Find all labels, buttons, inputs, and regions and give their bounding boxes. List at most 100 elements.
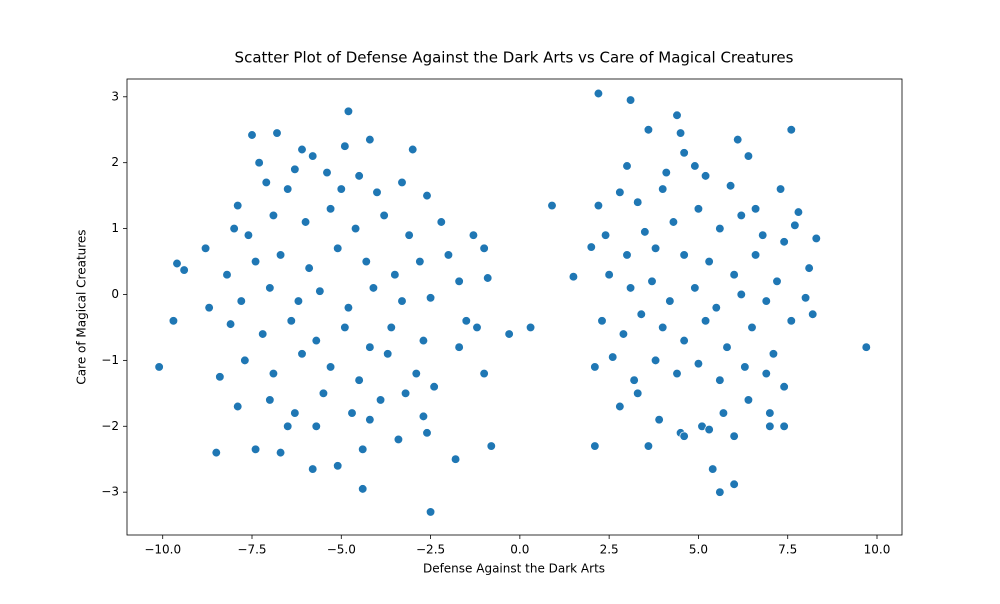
scatter-point bbox=[708, 464, 718, 474]
scatter-point bbox=[358, 444, 368, 454]
scatter-point bbox=[615, 401, 625, 412]
scatter-point bbox=[304, 263, 314, 273]
y-tick-label: 2 bbox=[111, 155, 119, 169]
scatter-point bbox=[290, 164, 300, 174]
scatter-point bbox=[654, 415, 664, 425]
scatter-point bbox=[633, 388, 643, 398]
scatter-point bbox=[265, 283, 275, 293]
y-tick-label: 3 bbox=[111, 89, 119, 103]
scatter-point bbox=[365, 342, 375, 352]
scatter-point bbox=[386, 322, 396, 333]
scatter-point bbox=[286, 316, 296, 326]
scatter-point bbox=[236, 296, 246, 306]
scatter-point bbox=[861, 342, 871, 352]
scatter-point bbox=[393, 434, 404, 445]
scatter-point bbox=[247, 130, 257, 140]
scatter-point bbox=[658, 184, 668, 194]
scatter-point bbox=[736, 210, 746, 221]
scatter-point bbox=[622, 161, 632, 171]
scatter-point bbox=[365, 134, 375, 145]
scatter-point bbox=[222, 270, 232, 280]
scatter-point bbox=[747, 322, 757, 333]
scatter-point bbox=[297, 144, 307, 155]
scatter-point bbox=[454, 342, 464, 352]
scatter-point bbox=[733, 134, 743, 145]
scatter-point bbox=[333, 243, 343, 254]
scatter-point bbox=[729, 431, 739, 441]
scatter-point bbox=[322, 167, 332, 178]
x-tick-label: −10.0 bbox=[144, 543, 181, 557]
scatter-point bbox=[743, 151, 754, 161]
scatter-point bbox=[547, 200, 557, 211]
scatter-point bbox=[275, 250, 286, 260]
scatter-point bbox=[272, 128, 282, 138]
scatter-point bbox=[397, 296, 407, 306]
x-tick-label: −7.5 bbox=[237, 543, 266, 557]
scatter-point bbox=[461, 316, 471, 326]
scatter-point bbox=[468, 230, 479, 240]
scatter-point bbox=[658, 322, 668, 333]
scatter-point bbox=[811, 233, 821, 244]
scatter-point bbox=[700, 171, 711, 181]
y-tick-label: −1 bbox=[101, 353, 119, 367]
scatter-point bbox=[693, 359, 704, 369]
scatter-point bbox=[740, 362, 750, 372]
scatter-point bbox=[333, 461, 343, 471]
scatter-point bbox=[225, 319, 236, 329]
scatter-point bbox=[622, 250, 632, 260]
scatter-point bbox=[261, 177, 271, 188]
scatter-point bbox=[354, 375, 364, 385]
x-tick-label: 7.5 bbox=[778, 543, 797, 557]
scatter-point bbox=[647, 276, 657, 286]
scatter-point bbox=[450, 454, 461, 464]
scatter-point bbox=[679, 148, 689, 158]
scatter-point bbox=[590, 362, 600, 372]
scatter-point bbox=[408, 144, 418, 155]
scatter-point bbox=[768, 349, 779, 359]
scatter-point bbox=[325, 362, 336, 372]
scatter-point bbox=[283, 184, 293, 194]
scatter-point bbox=[390, 270, 400, 280]
x-tick-label: 2.5 bbox=[600, 543, 619, 557]
scatter-point bbox=[711, 303, 721, 313]
scatter-point bbox=[268, 368, 279, 379]
scatter-point bbox=[504, 329, 514, 339]
scatter-point bbox=[725, 181, 736, 191]
scatter-point bbox=[761, 296, 771, 306]
scatter-point bbox=[211, 447, 221, 458]
scatter-point bbox=[311, 335, 321, 346]
scatter-point bbox=[404, 230, 414, 240]
scatter-point bbox=[690, 161, 700, 171]
scatter-point bbox=[336, 184, 346, 194]
scatter-point bbox=[715, 487, 725, 497]
scatter-point bbox=[593, 200, 604, 211]
scatter-point bbox=[308, 464, 318, 474]
scatter-point bbox=[293, 296, 304, 306]
scatter-point bbox=[454, 276, 464, 286]
y-axis-label: Care of Magical Creatures bbox=[75, 229, 89, 384]
scatter-point bbox=[268, 210, 279, 221]
scatter-point bbox=[679, 431, 689, 441]
scatter-point bbox=[297, 349, 307, 359]
x-tick-label: 0.0 bbox=[510, 543, 529, 557]
scatter-point bbox=[429, 382, 439, 392]
scatter-point bbox=[400, 388, 411, 398]
scatter-point bbox=[354, 171, 364, 181]
scatter-point bbox=[340, 322, 350, 333]
scatter-point bbox=[625, 95, 636, 105]
scatter-point bbox=[486, 441, 496, 451]
scatter-point bbox=[308, 151, 318, 161]
scatter-point bbox=[418, 411, 429, 422]
scatter-point bbox=[397, 177, 407, 188]
scatter-point bbox=[154, 362, 164, 372]
scatter-point bbox=[597, 316, 607, 326]
scatter-point bbox=[593, 88, 604, 99]
scatter-point bbox=[679, 335, 689, 346]
scatter-point bbox=[672, 368, 682, 379]
scatter-point bbox=[436, 217, 446, 227]
scatter-point bbox=[368, 283, 379, 293]
scatter-point bbox=[200, 243, 211, 254]
scatter-point bbox=[361, 256, 371, 267]
scatter-point bbox=[661, 167, 671, 178]
